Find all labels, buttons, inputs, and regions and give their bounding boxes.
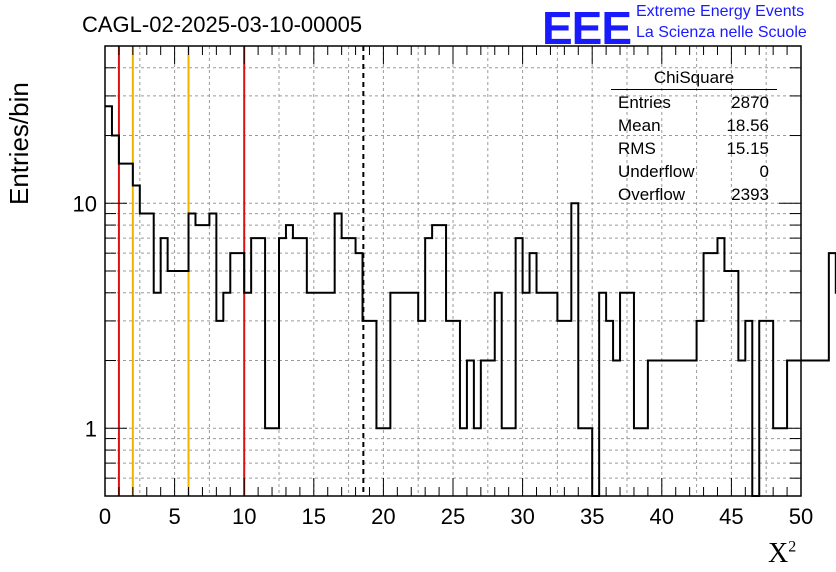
stats-label: Mean <box>618 116 661 135</box>
stats-label: Entries <box>618 93 671 112</box>
stats-title: ChiSquare <box>611 68 777 90</box>
y-tick-label: 10 <box>73 191 97 216</box>
x-tick-label: 5 <box>168 504 180 529</box>
x-axis-label-superscript: 2 <box>788 538 797 556</box>
tick-labels: 0 5 10 15 20 25 30 35 40 45 50 1 10 <box>73 191 814 529</box>
stats-box: ChiSquare Entries 2870 Mean 18.56 RMS 15.15… <box>611 68 777 206</box>
stats-label: Underflow <box>618 162 695 181</box>
stats-row-rms: RMS 15.15 <box>611 137 777 160</box>
plot-title: CAGL-02-2025-03-10-00005 <box>82 12 363 37</box>
stats-label: Overflow <box>618 185 686 204</box>
x-tick-label: 30 <box>510 504 534 529</box>
x-tick-label: 40 <box>650 504 674 529</box>
stats-label: RMS <box>618 139 656 158</box>
stats-value: 15.15 <box>726 139 769 158</box>
x-tick-label: 20 <box>371 504 395 529</box>
histogram-outline <box>105 105 836 497</box>
logo-caption-line1: Extreme Energy Events <box>636 3 805 20</box>
x-tick-label: 50 <box>789 504 813 529</box>
x-tick-label: 10 <box>232 504 256 529</box>
stats-row-underflow: Underflow 0 <box>611 160 777 183</box>
stats-value: 0 <box>759 162 769 181</box>
x-tick-label: 45 <box>719 504 743 529</box>
stats-value: 2393 <box>731 185 769 204</box>
stats-value: 18.56 <box>726 116 769 135</box>
logo-caption-line2: La Scienza nelle Scuole <box>636 24 807 41</box>
stats-row-overflow: Overflow 2393 <box>611 183 777 206</box>
stats-row-mean: Mean 18.56 <box>611 114 777 137</box>
axis-ticks <box>104 45 802 497</box>
x-axis-label: X2 <box>768 538 796 570</box>
x-tick-label: 15 <box>302 504 326 529</box>
x-axis-label-main: X <box>768 538 789 569</box>
x-tick-label: 0 <box>99 504 111 529</box>
x-tick-label: 25 <box>441 504 465 529</box>
stats-value: 2870 <box>731 93 769 112</box>
y-tick-label: 1 <box>85 416 97 441</box>
x-tick-label: 35 <box>580 504 604 529</box>
stats-row-entries: Entries 2870 <box>611 91 777 114</box>
